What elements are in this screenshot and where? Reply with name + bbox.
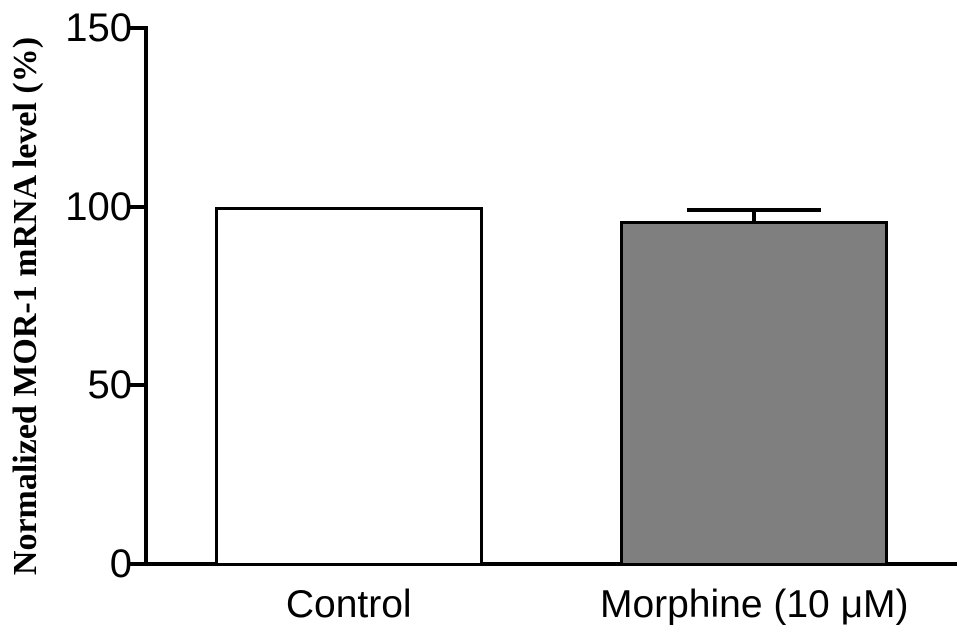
bar-morphine-10-m	[620, 220, 889, 566]
y-tick-label: 100	[65, 184, 132, 229]
y-tick-mark	[127, 204, 144, 209]
y-tick-mark	[127, 383, 144, 388]
y-tick-label: 50	[87, 363, 133, 408]
y-tick-mark	[127, 26, 144, 30]
y-tick-mark	[127, 562, 144, 566]
x-tick-label-morphine-10-m: Morphine (10 μM)	[599, 583, 909, 626]
error-bar-cap-morphine-10-m	[687, 208, 822, 213]
y-tick-label: 150	[65, 6, 132, 50]
y-axis-title: Normalized MOR-1 mRNA level (%)	[7, 36, 44, 576]
y-axis-line	[144, 26, 148, 566]
error-bar-stem-morphine-10-m	[752, 210, 757, 224]
x-axis-line	[129, 562, 957, 566]
bar-control	[214, 206, 483, 566]
y-tick-label: 0	[109, 542, 132, 586]
x-tick-label-control: Control	[285, 583, 412, 626]
